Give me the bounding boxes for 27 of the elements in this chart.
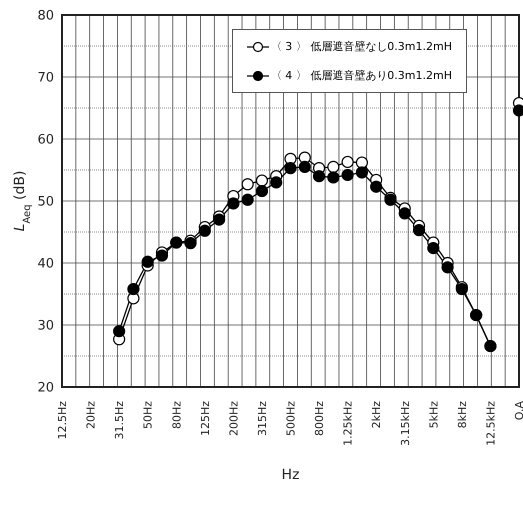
- y-tick-label: 20: [37, 380, 54, 396]
- x-tick-label: 315Hz: [256, 400, 269, 436]
- x-tick-label: 5kHz: [427, 400, 440, 428]
- x-tick-label: O.A: [513, 400, 523, 420]
- x-tick-label: 2kHz: [370, 400, 384, 428]
- x-tick-label: 31.5Hz: [113, 400, 126, 440]
- legend-label: 〈 3 〉 低層遮音壁なし0.3m1.2mH: [270, 39, 452, 54]
- y-tick-label: 30: [37, 318, 54, 334]
- y-tick-label: 50: [37, 194, 54, 210]
- x-tick-label: 8kHz: [456, 400, 469, 428]
- x-tick-label: 80Hz: [170, 400, 184, 430]
- y-tick-label: 70: [37, 70, 54, 86]
- legend-label: 〈 4 〉 低層遮音壁あり0.3m1.2mH: [270, 68, 452, 83]
- x-tick-label: 800Hz: [313, 400, 326, 436]
- x-tick-label: 500Hz: [284, 400, 298, 436]
- x-tick-label: 12.5kHz: [484, 400, 498, 446]
- x-tick-label: 12.5Hz: [56, 400, 69, 440]
- x-tick-label: 125Hz: [198, 400, 212, 436]
- y-tick-label: 40: [37, 256, 54, 272]
- y-tick-label: 60: [37, 132, 54, 148]
- x-tick-label: 3.15kHz: [398, 400, 412, 446]
- x-tick-label: 1.25kHz: [342, 400, 355, 446]
- y-tick-label: 80: [37, 8, 54, 24]
- x-axis-title: Hz: [282, 467, 300, 483]
- x-tick-label: 200Hz: [227, 400, 240, 436]
- x-tick-label: 50Hz: [142, 400, 155, 430]
- x-tick-label: 20Hz: [84, 400, 98, 430]
